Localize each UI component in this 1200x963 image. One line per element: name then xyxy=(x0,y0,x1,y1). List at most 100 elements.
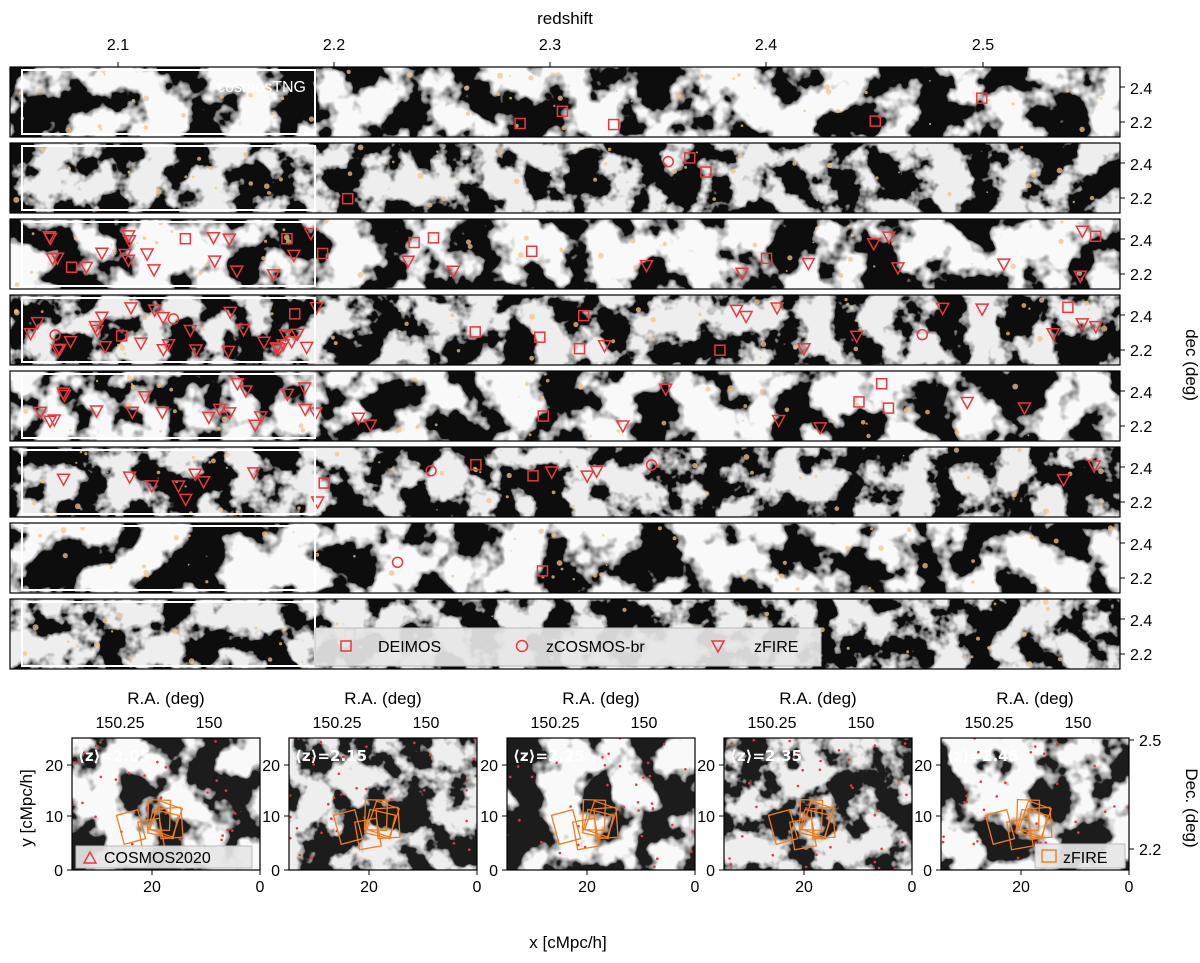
strip-frame xyxy=(9,142,1121,214)
dense-knot xyxy=(1029,535,1035,540)
dense-knot xyxy=(136,242,139,244)
dense-knot xyxy=(794,614,797,617)
dense-knot xyxy=(169,387,174,392)
dense-knot xyxy=(224,452,230,458)
zfire-marker xyxy=(935,302,950,316)
zfire-marker xyxy=(881,231,897,245)
dense-knot xyxy=(74,503,81,510)
dense-knot xyxy=(1012,383,1019,390)
zfire-marker xyxy=(269,342,284,356)
zfire-footprint xyxy=(353,817,383,851)
zfire-marker xyxy=(363,419,378,433)
dense-knot xyxy=(427,202,433,208)
dense-knot xyxy=(864,90,868,95)
cosmos2020-point xyxy=(837,749,841,752)
zfire-marker xyxy=(79,261,94,275)
dense-knot xyxy=(607,147,612,152)
cosmos2020-point xyxy=(1042,752,1046,755)
dense-knot xyxy=(650,337,655,341)
dense-knot xyxy=(902,454,905,457)
cosmos2020-point xyxy=(815,853,818,856)
dense-knot xyxy=(572,578,575,581)
cosmos2020-point xyxy=(99,741,102,744)
dense-knot xyxy=(986,191,989,194)
dense-knot xyxy=(1058,238,1064,245)
dense-knot xyxy=(353,554,356,558)
dense-knot xyxy=(976,310,980,313)
zfire-marker xyxy=(144,480,160,494)
panel-frame xyxy=(940,737,1130,871)
dense-knot xyxy=(497,72,503,79)
dense-knot xyxy=(987,98,991,102)
dec-tick: 2.4 xyxy=(1130,309,1152,326)
dense-knot xyxy=(243,152,248,158)
dense-knot xyxy=(633,264,638,270)
dense-knot xyxy=(1099,97,1103,100)
cosmos2020-point xyxy=(298,853,302,857)
cosmos2020-point xyxy=(465,789,468,792)
dense-knot xyxy=(14,282,20,287)
cosmos2020-point xyxy=(972,842,975,846)
dec-tick: 2.4 xyxy=(1130,537,1152,554)
zfire-marker xyxy=(280,388,295,402)
dense-knot xyxy=(110,630,114,633)
dense-knot xyxy=(97,124,102,129)
dec-tick: 2.4 xyxy=(1130,81,1152,98)
dense-knot xyxy=(117,626,120,630)
cosmos2020-point xyxy=(472,757,476,761)
dense-knot xyxy=(1107,525,1114,531)
zfire-marker xyxy=(974,303,990,317)
zfire-footprint xyxy=(767,808,799,846)
deimos-marker xyxy=(341,192,354,205)
cosmos2020-point xyxy=(979,780,983,783)
cosmos2020-point xyxy=(873,860,877,864)
dense-knot xyxy=(191,175,195,179)
cosmos2020-point xyxy=(690,850,693,853)
dense-knot xyxy=(456,349,461,353)
deimos-marker xyxy=(869,115,882,127)
dense-knot xyxy=(143,125,149,130)
dense-knot xyxy=(109,565,113,569)
dense-knot xyxy=(875,176,879,180)
dense-knot xyxy=(126,375,133,381)
dense-knot xyxy=(273,116,276,119)
cosmos2020-point xyxy=(796,784,800,788)
dense-knot xyxy=(214,186,218,190)
dense-knot xyxy=(170,229,174,233)
cosmos2020-point xyxy=(646,761,650,765)
dense-knot xyxy=(413,377,418,382)
deimos-marker xyxy=(179,232,192,245)
zfire-marker xyxy=(45,252,61,267)
deimos-marker xyxy=(527,470,539,482)
dense-knot xyxy=(172,409,177,414)
zfire-marker xyxy=(639,259,654,274)
dense-knot xyxy=(33,394,36,397)
dense-knot xyxy=(1095,402,1097,405)
cosmos2020-point xyxy=(530,775,534,779)
cosmos2020-point xyxy=(127,772,131,775)
dense-knot xyxy=(814,475,818,478)
cosmos2020-point xyxy=(877,809,881,813)
tng-inset-frame xyxy=(21,449,316,515)
dense-knot xyxy=(173,535,179,541)
dense-knot xyxy=(60,527,67,534)
panel-frame xyxy=(288,737,478,871)
dense-knot xyxy=(753,86,756,90)
dense-knot xyxy=(38,533,43,538)
zfire-marker xyxy=(278,329,293,343)
dense-knot xyxy=(338,386,341,388)
cosmos2020-point xyxy=(81,801,84,805)
zfire-marker xyxy=(146,264,162,278)
dense-knot xyxy=(130,656,134,661)
zfire-marker xyxy=(796,343,812,357)
dense-knot xyxy=(76,645,79,648)
dense-knot xyxy=(953,447,960,453)
zfire-marker xyxy=(89,324,105,338)
deimos-marker xyxy=(115,330,128,342)
zfire-marker xyxy=(196,476,211,490)
cosmos2020-point xyxy=(304,758,308,761)
zfire-footprint xyxy=(581,798,607,832)
cosmos2020-point xyxy=(651,808,655,811)
cosmos2020-point xyxy=(429,753,432,757)
cosmos2020-marker-icon xyxy=(82,850,98,864)
